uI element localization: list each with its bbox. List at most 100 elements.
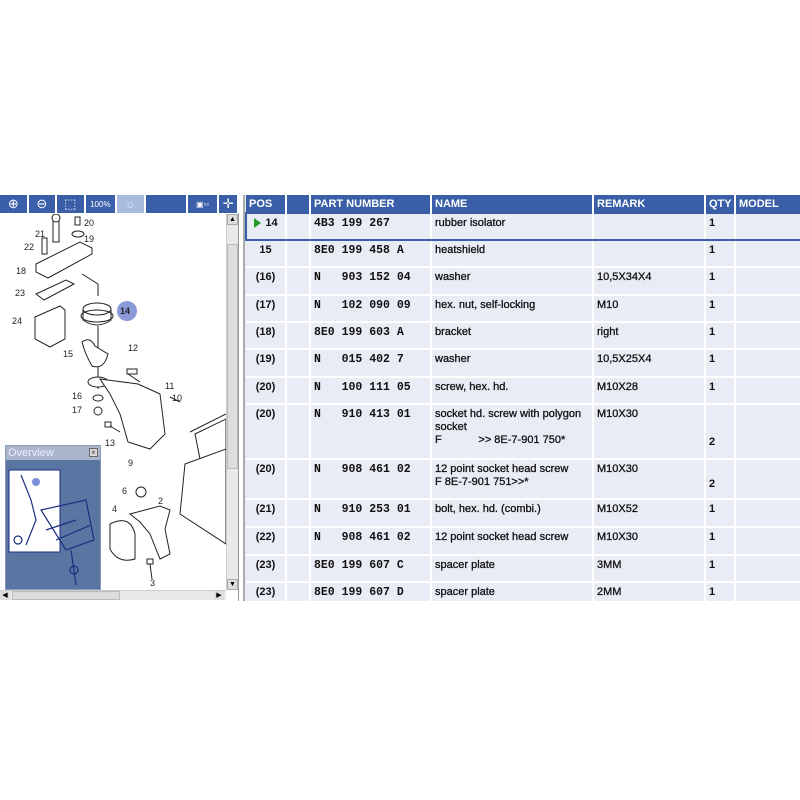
name-line: socket: [435, 421, 467, 433]
callout-12[interactable]: 12: [128, 343, 138, 353]
pos-cell: (20): [246, 459, 286, 500]
column-header-model[interactable]: MODEL: [734, 195, 800, 213]
callout-24[interactable]: 24: [12, 316, 22, 326]
pos-value: (19): [255, 353, 276, 365]
pos-value: (16): [255, 271, 276, 283]
zoom-search-button[interactable]: ○: [117, 195, 144, 213]
split-arrows-button[interactable]: ✛: [219, 195, 238, 213]
callout-11[interactable]: 11: [165, 381, 174, 391]
table-row[interactable]: (23) 8E0 199 607 D spacer plate 2MM 1: [246, 582, 800, 610]
column-header-name[interactable]: NAME: [430, 195, 593, 213]
parts-list-panel: POS PART NUMBER NAME REMARK QTY MODEL 14 4B3 1…: [243, 195, 800, 610]
callout-19[interactable]: 19: [84, 234, 94, 244]
table-row[interactable]: (17) N 102 090 09 hex. nut, self-locking M1…: [246, 295, 800, 323]
callout-18[interactable]: 18: [16, 266, 26, 276]
remark-cell: M10: [592, 295, 705, 323]
diagram-vertical-scrollbar[interactable]: ▲ ▼: [226, 214, 238, 590]
callout-14[interactable]: 14: [120, 306, 130, 316]
table-row[interactable]: (20) N 908 461 02 12 point socket head scr…: [246, 459, 800, 500]
callout-10[interactable]: 10: [172, 393, 182, 403]
qty-cell: 1: [704, 527, 735, 556]
callout-15[interactable]: 15: [63, 349, 73, 359]
table-row[interactable]: (20) N 910 413 01 socket hd. screw with po…: [246, 404, 800, 460]
callout-highlight[interactable]: [117, 301, 137, 321]
model-cell: [734, 499, 800, 528]
table-row[interactable]: (18) 8E0 199 603 A bracket right 1: [246, 322, 800, 350]
table-row[interactable]: (16) N 903 152 04 washer 10,5X34X4 1: [246, 267, 800, 296]
callout-3[interactable]: 3: [150, 578, 155, 588]
zoom-out-button[interactable]: ⊖: [28, 195, 56, 213]
name-cell: 12 point socket head screw F 8E-7-901 751…: [430, 459, 593, 500]
scroll-right-button[interactable]: ▶: [214, 591, 224, 600]
callout-4[interactable]: 4: [112, 504, 117, 514]
table-row[interactable]: (22) N 908 461 02 12 point socket head scr…: [246, 527, 800, 556]
model-cell: [734, 582, 800, 610]
qty-cell: 1: [704, 212, 735, 241]
callout-2[interactable]: 2: [158, 496, 163, 506]
callout-22[interactable]: 22: [24, 242, 34, 252]
name-line: rubber isolator: [435, 217, 506, 229]
diagram-horizontal-scrollbar[interactable]: ◀ ▶: [0, 590, 226, 600]
pos-value: 14: [265, 217, 278, 229]
qty-cell: 1: [704, 582, 735, 610]
table-row[interactable]: (20) N 100 111 05 screw, hex. hd. M10X28 1: [246, 377, 800, 405]
qty-cell: 1: [704, 555, 735, 583]
table-row[interactable]: 15 8E0 199 458 A heatshield 1: [246, 240, 800, 268]
name-cell: hex. nut, self-locking: [430, 295, 593, 323]
name-cell: socket hd. screw with polygon socket F >> …: [430, 404, 593, 460]
split-arrows-icon: ✛: [222, 196, 234, 211]
pos-cell: (16): [246, 267, 286, 296]
callout-17[interactable]: 17: [72, 405, 82, 415]
parts-diagram[interactable]: 20 21 19 22 18 23 14 24 15 12 11 10 16 17 13 9 6 2 4 3: [0, 214, 226, 590]
overview-title: Overview: [8, 447, 54, 459]
remark-cell: M10X30: [592, 404, 705, 460]
callout-20[interactable]: 20: [84, 218, 94, 228]
callout-23[interactable]: 23: [15, 288, 25, 298]
zoom-100-button[interactable]: 100%: [85, 195, 116, 213]
pos-value: (20): [255, 408, 276, 420]
scroll-down-button[interactable]: ▼: [227, 579, 238, 590]
callout-13[interactable]: 13: [105, 438, 115, 448]
name-line: F 8E-7-901 751>>*: [435, 476, 529, 488]
zoom-in-button[interactable]: ⊕: [0, 195, 27, 213]
scroll-left-button[interactable]: ◀: [0, 591, 10, 600]
part-number-cell: N 015 402 7: [309, 349, 431, 378]
remark-cell: 10,5X25X4: [592, 349, 705, 378]
callout-16[interactable]: 16: [72, 391, 82, 401]
column-header-qty[interactable]: QTY: [704, 195, 735, 213]
pos-value: (23): [255, 586, 276, 598]
column-header-part-number[interactable]: PART NUMBER: [309, 195, 431, 213]
callout-9[interactable]: 9: [128, 458, 133, 468]
callout-6[interactable]: 6: [122, 486, 127, 496]
model-cell: [734, 404, 800, 460]
pos-value: (18): [255, 326, 276, 338]
parts-table: POS PART NUMBER NAME REMARK QTY MODEL 14 4B3 1…: [245, 195, 800, 610]
scroll-thumb[interactable]: [12, 591, 120, 600]
qty-cell: 1: [704, 322, 735, 350]
table-row[interactable]: (21) N 910 253 01 bolt, hex. hd. (combi.) M…: [246, 499, 800, 528]
pos-cell: (21): [246, 499, 286, 528]
diagram-toolbar: ⊕ ⊖ ⬚ 100% ○ ▣▫▫ ✛: [0, 195, 239, 213]
remark-cell: M10X30: [592, 527, 705, 556]
layout-button[interactable]: ▣▫▫: [187, 195, 218, 213]
column-header-blank[interactable]: [285, 195, 310, 213]
table-row[interactable]: 14 4B3 199 267 rubber isolator 1: [245, 212, 800, 241]
column-header-remark[interactable]: REMARK: [592, 195, 705, 213]
pos-cell: (23): [246, 555, 286, 583]
close-icon[interactable]: ×: [89, 448, 98, 457]
part-number-cell: 4B3 199 267: [309, 212, 431, 241]
scroll-up-button[interactable]: ▲: [227, 214, 238, 225]
name-cell: heatshield: [430, 240, 593, 268]
overview-window[interactable]: Overview ×: [5, 445, 101, 590]
callout-21[interactable]: 21: [35, 229, 45, 239]
model-cell: [734, 240, 800, 268]
zoom-area-button[interactable]: ⬚: [57, 195, 84, 213]
scroll-thumb[interactable]: [227, 244, 238, 469]
overview-titlebar[interactable]: Overview ×: [6, 446, 100, 460]
table-row[interactable]: (23) 8E0 199 607 C spacer plate 3MM 1: [246, 555, 800, 583]
column-header-pos[interactable]: POS: [246, 195, 286, 213]
blank-cell: [285, 582, 310, 610]
blank-cell: [285, 212, 310, 241]
table-row[interactable]: (19) N 015 402 7 washer 10,5X25X4 1: [246, 349, 800, 378]
part-number-cell: N 910 413 01: [309, 404, 431, 460]
